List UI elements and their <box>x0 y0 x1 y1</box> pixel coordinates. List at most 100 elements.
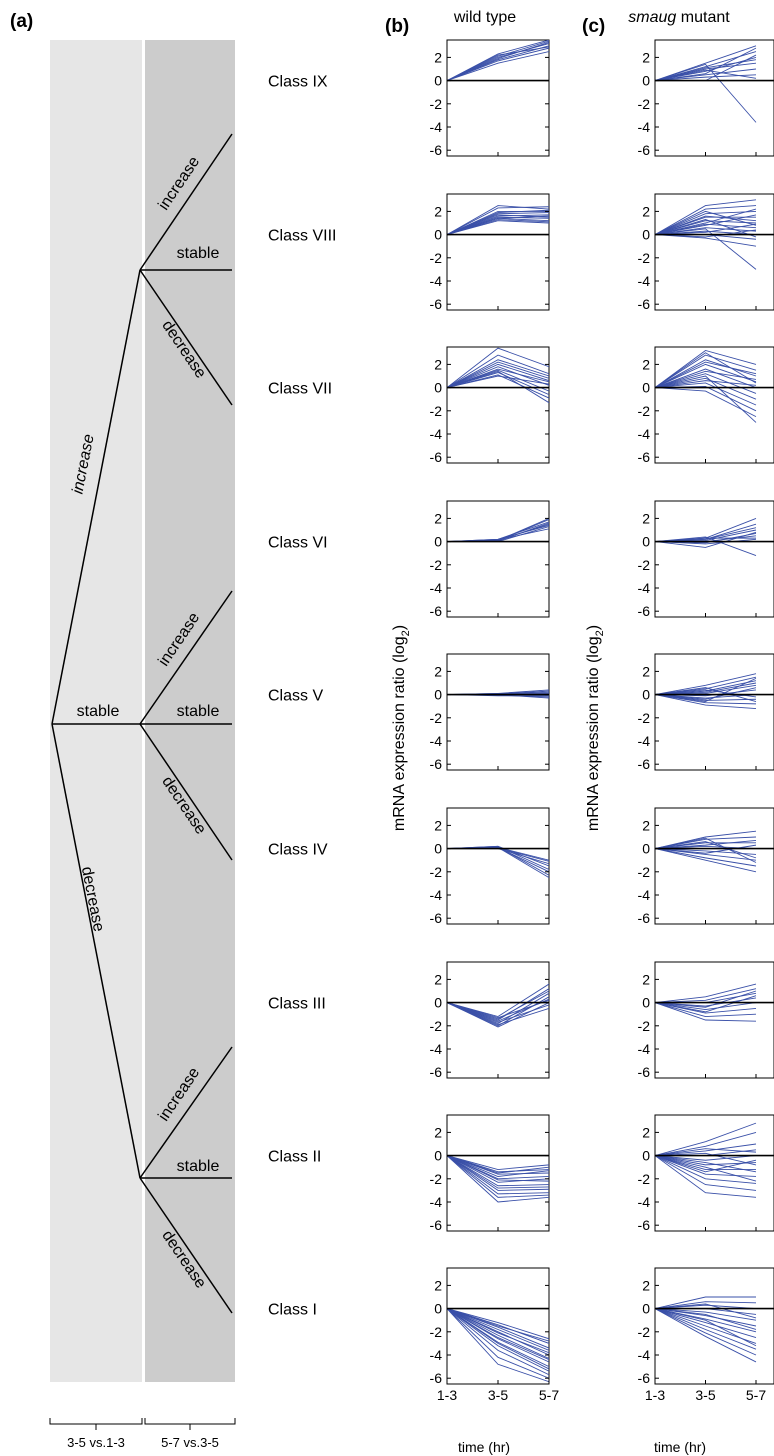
y-tick-label: -2 <box>430 710 443 726</box>
series-line <box>447 1155 549 1170</box>
decision-tree <box>51 133 233 1314</box>
y-tick-label: -2 <box>638 96 651 112</box>
y-tick-label: -4 <box>430 887 443 903</box>
series-line <box>447 1308 549 1379</box>
series-line <box>447 370 549 404</box>
y-tick-label: -2 <box>638 557 651 573</box>
bottom-label-first-step: 3-5 vs.1-3 <box>67 1435 125 1450</box>
series-line <box>655 1155 757 1191</box>
y-axis-title-subscript: 2 <box>594 630 606 636</box>
panel-label-a: (a) <box>10 11 33 32</box>
y-tick-label: 2 <box>642 663 650 679</box>
series-line <box>447 1155 549 1195</box>
y-tick-label: 0 <box>642 995 650 1011</box>
series-line <box>655 199 757 235</box>
y-tick-label: -2 <box>430 557 443 573</box>
y-tick-label: -4 <box>638 1194 651 1210</box>
series-line <box>447 363 549 389</box>
plot-frame <box>654 653 774 771</box>
branch-class-iv <box>139 723 233 861</box>
y-tick-label: 0 <box>642 1301 650 1317</box>
y-tick-label: -6 <box>638 603 651 619</box>
first-step-band <box>50 40 142 1382</box>
series-line <box>447 1155 549 1203</box>
bottom-label-second-step: 5-7 vs.3-5 <box>161 1435 219 1450</box>
y-tick-label: 0 <box>642 1148 650 1164</box>
series-line <box>655 377 757 400</box>
series-line <box>447 998 549 1022</box>
series-line <box>655 1155 757 1182</box>
series-line <box>655 382 757 406</box>
series-group <box>447 205 549 236</box>
series-line <box>447 990 549 1020</box>
series-line <box>655 368 757 389</box>
series-line <box>447 1308 549 1383</box>
brace-first-step <box>49 1418 143 1430</box>
series-line <box>447 220 549 236</box>
y-tick-label: 2 <box>642 1124 650 1140</box>
subplot-smaug-7: 2 0 -2 -4 -6 <box>638 346 774 465</box>
y-tick-label: -2 <box>430 96 443 112</box>
series-line <box>447 1308 549 1340</box>
subplot-wild-type-5: 2 0 -2 -4 -6 <box>430 653 550 772</box>
y-tick-label: 0 <box>434 73 442 89</box>
class-label: Class IV <box>268 842 328 859</box>
y-tick-label: -6 <box>430 449 443 465</box>
y-tick-label: 2 <box>434 971 442 987</box>
y-tick-label: -4 <box>638 887 651 903</box>
y-tick-label: 2 <box>642 510 650 526</box>
series-line <box>655 352 757 388</box>
branch-class-i <box>139 1177 233 1314</box>
y-tick-label: -6 <box>638 449 651 465</box>
series-group <box>447 1154 549 1203</box>
series-line <box>655 1122 757 1157</box>
second-step-band <box>145 40 235 1382</box>
y-axis-title-main: mRNA expression ratio (log <box>391 636 408 831</box>
y-tick-label: 2 <box>642 817 650 833</box>
label-ii-stable: stable <box>177 1158 220 1175</box>
y-tick-label: -4 <box>638 119 651 135</box>
series-line <box>655 1155 757 1166</box>
x-tick-label: 5-7 <box>746 1387 766 1403</box>
series-group <box>655 830 774 873</box>
series-line <box>447 1155 549 1187</box>
branch-class-vi <box>139 590 233 725</box>
y-tick-label: -4 <box>430 1347 443 1363</box>
series-line <box>655 1002 757 1022</box>
subplot-wild-type-4: 2 0 -2 -4 -6 <box>430 807 550 926</box>
label-first-stable: stable <box>77 703 120 720</box>
y-tick-label: 0 <box>434 841 442 857</box>
y-tick-label: -2 <box>638 403 651 419</box>
class-label: Class V <box>268 688 323 705</box>
series-group <box>447 983 549 1028</box>
series-line <box>447 1155 549 1198</box>
class-label: Class I <box>268 1302 317 1319</box>
plot-frame <box>654 1267 774 1385</box>
series-line <box>655 1308 757 1339</box>
class-label: Class III <box>268 996 326 1013</box>
y-tick-label: 2 <box>434 663 442 679</box>
plot-frame <box>654 500 774 618</box>
y-axis-title-main: mRNA expression ratio (log <box>585 636 602 831</box>
y-tick-label: 2 <box>434 356 442 372</box>
series-line <box>655 1296 756 1310</box>
label-v-stable: stable <box>177 703 220 720</box>
y-axis-title-smaug: mRNA expression ratio (log2) <box>585 625 606 831</box>
series-line <box>655 361 757 389</box>
series-group <box>655 517 774 556</box>
class-label: Class IX <box>268 74 328 91</box>
subplot-wild-type-9: 2 0 -2 -4 -6 <box>430 39 550 158</box>
series-group <box>655 1296 774 1363</box>
series-group <box>447 689 549 699</box>
series-line <box>655 63 757 123</box>
y-tick-label: -6 <box>430 1370 443 1386</box>
series-line <box>447 1308 549 1351</box>
series-line <box>447 347 549 388</box>
series-line <box>447 209 549 236</box>
series-line <box>655 69 757 82</box>
y-tick-label: -4 <box>430 119 443 135</box>
series-line <box>447 361 549 389</box>
y-tick-label: -2 <box>430 1018 443 1034</box>
series-line <box>655 537 756 543</box>
